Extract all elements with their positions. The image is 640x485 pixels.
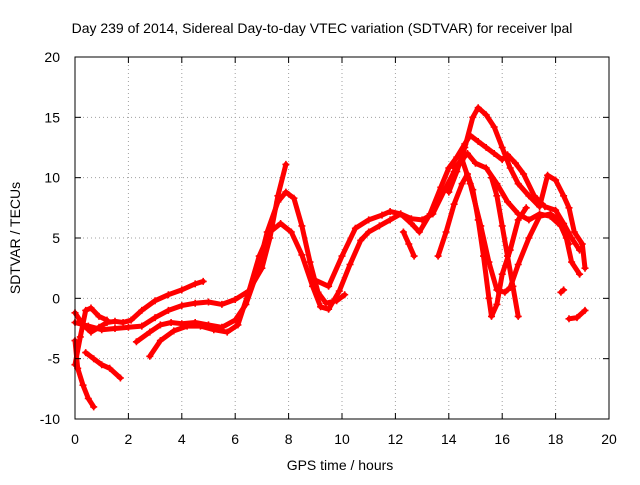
y-tick-labels: -10 -5 0 5 10 15 20	[40, 49, 60, 427]
x-tick-label: 10	[334, 431, 350, 447]
x-axis-label: GPS time / hours	[287, 457, 394, 473]
data-point-markers	[311, 131, 584, 290]
x-tick-label: 6	[231, 431, 239, 447]
x-tick-labels: 0 2 4 6 8 10 12 14 16 18 20	[71, 431, 617, 447]
series-track-i	[488, 174, 522, 320]
x-tick-label: 20	[601, 431, 617, 447]
x-tick-label: 12	[388, 431, 404, 447]
x-tick-label: 2	[125, 431, 133, 447]
chart-title: Day 239 of 2014, Sidereal Day-to-day VTE…	[72, 20, 573, 36]
series-track-f	[445, 104, 589, 272]
x-tick-label: 4	[178, 431, 186, 447]
series-track-m	[565, 306, 589, 323]
data-point-markers	[445, 104, 589, 272]
x-tick-label: 14	[441, 431, 457, 447]
series-track-d	[146, 150, 573, 360]
data-point-markers	[565, 306, 589, 323]
y-tick-label: 10	[44, 170, 60, 186]
data-point-markers	[399, 228, 418, 260]
x-tick-label: 16	[494, 431, 510, 447]
y-axis-label: SDTVAR / TECUs	[7, 182, 23, 294]
series-line	[451, 157, 583, 295]
series-line	[489, 175, 521, 319]
data-point-markers	[557, 286, 568, 296]
ticks	[74, 56, 610, 420]
series-layer	[71, 104, 589, 411]
series-line	[72, 278, 206, 335]
series-track-h	[450, 156, 584, 296]
series-track-k	[82, 349, 124, 382]
data-point-markers	[450, 156, 584, 296]
data-point-markers	[488, 174, 522, 320]
x-tick-label: 18	[548, 431, 564, 447]
y-tick-label: -10	[40, 411, 60, 427]
series-track-n	[399, 228, 418, 260]
data-point-markers	[82, 349, 124, 382]
x-tick-label: 0	[71, 431, 79, 447]
series-track-b	[71, 160, 290, 334]
series-track-e	[311, 131, 584, 290]
y-tick-label: 15	[44, 109, 60, 125]
series-track-o	[557, 286, 568, 296]
data-point-markers	[146, 150, 573, 360]
y-tick-label: 20	[44, 49, 60, 65]
y-tick-label: 5	[52, 230, 60, 246]
y-tick-label: -5	[48, 351, 61, 367]
x-tick-label: 8	[285, 431, 293, 447]
y-tick-label: 0	[52, 290, 60, 306]
